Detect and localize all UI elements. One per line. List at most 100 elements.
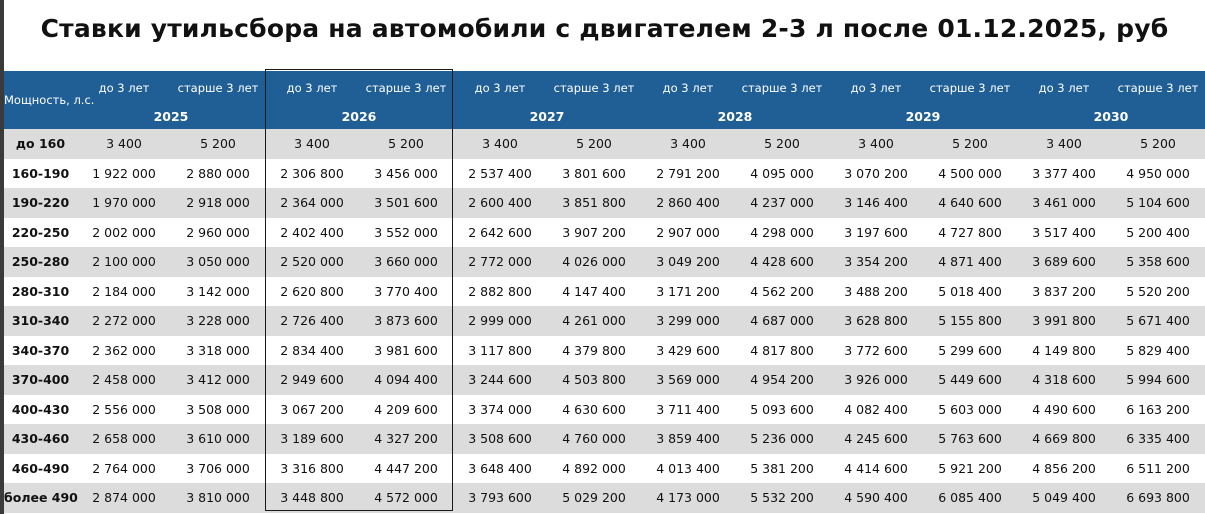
rate-cell: 3 907 200: [562, 224, 626, 240]
rate-cell: 3 926 000: [829, 365, 923, 395]
rate-cell: 3 801 600: [562, 165, 626, 181]
rate-cell: 5 200: [1111, 129, 1205, 159]
rate-cell: 4 298 000: [750, 224, 814, 240]
rate-cell: 3 316 800: [280, 460, 344, 476]
rate-cell: 3 552 000: [374, 224, 438, 240]
rate-cell: 3 770 400: [374, 283, 438, 299]
rate-cell: 4 209 600: [374, 401, 438, 417]
rate-cell: 2 999 000: [453, 306, 547, 336]
rate-cell: 6 693 800: [1111, 483, 1205, 513]
table-row: более 490 2 874 000 3 810 000 3 448 800 4 57…: [4, 483, 1205, 513]
age-column-header: до 3 лет: [453, 71, 547, 104]
age-column-header: до 3 лет: [77, 71, 171, 104]
age-column-header: старше 3 лет: [1111, 71, 1205, 104]
rate-cell: 3 400: [829, 129, 923, 159]
rate-cell: 3 400: [77, 129, 171, 159]
rate-cell: 4 173 000: [641, 483, 735, 513]
age-column-header: старше 3 лет: [171, 71, 265, 104]
rate-cell: 3 851 800: [547, 188, 641, 218]
rate-cell: 2 874 000: [77, 483, 171, 513]
rate-cell: 2 907 000: [656, 224, 720, 240]
rate-cell: 4 856 200: [1032, 460, 1096, 476]
rate-cell: 2 882 800: [468, 283, 532, 299]
rate-cell: 2 764 000: [92, 460, 156, 476]
table-row: 280-310 2 184 000 3 142 000 2 620 800 3 770 …: [4, 277, 1205, 307]
left-border: [0, 0, 4, 514]
rate-cell: 2 860 400: [641, 188, 735, 218]
rate-cell: 4 500 000: [938, 165, 1002, 181]
table-row: 370-400 2 458 000 3 412 000 2 949 600 4 094 …: [4, 365, 1205, 395]
rate-cell: 3 628 800: [829, 306, 923, 336]
rate-cell: 4 562 200: [750, 283, 814, 299]
rate-cell: 4 954 200: [735, 365, 829, 395]
rate-cell: 4 630 600: [562, 401, 626, 417]
age-column-header: старше 3 лет: [547, 71, 641, 104]
rate-cell: 5 381 200: [750, 460, 814, 476]
rate-cell: 4 237 000: [735, 188, 829, 218]
rate-cell: 4 026 000: [547, 247, 641, 277]
rate-cell: 3 049 200: [641, 247, 735, 277]
power-range-label: 460-490: [11, 460, 70, 476]
rate-cell: 3 142 000: [186, 283, 250, 299]
rate-cell: 2 306 800: [280, 165, 344, 181]
rate-cell: 2 002 000: [92, 224, 156, 240]
power-range-label: более 490: [4, 483, 78, 513]
rate-cell: 4 892 000: [562, 460, 626, 476]
year-header-2027: 2027: [453, 104, 641, 129]
rate-cell: 5 236 000: [735, 424, 829, 454]
rate-cell: 4 590 400: [829, 483, 923, 513]
rate-cell: 5 093 600: [750, 401, 814, 417]
rate-cell: 3 244 600: [453, 365, 547, 395]
rate-cell: 3 456 000: [374, 165, 438, 181]
rate-cell: 3 610 000: [171, 424, 265, 454]
year-header-2029: 2029: [829, 104, 1017, 129]
rate-cell: 4 447 200: [374, 460, 438, 476]
rate-cell: 2 364 000: [265, 188, 359, 218]
rate-cell: 3 377 400: [1032, 165, 1096, 181]
power-range-label: 310-340: [4, 306, 77, 336]
rate-cell: 5 671 400: [1111, 306, 1205, 336]
rate-cell: 2 556 000: [92, 401, 156, 417]
rate-cell: 3 837 200: [1032, 283, 1096, 299]
rate-cell: 2 362 000: [92, 342, 156, 358]
rate-cell: 5 200: [923, 129, 1017, 159]
rate-cell: 3 412 000: [171, 365, 265, 395]
rate-cell: 2 272 000: [77, 306, 171, 336]
rate-cell: 3 810 000: [171, 483, 265, 513]
table-row: 430-460 2 658 000 3 610 000 3 189 600 4 327 …: [4, 424, 1205, 454]
rate-cell: 3 117 800: [468, 342, 532, 358]
rate-cell: 3 706 000: [186, 460, 250, 476]
rate-cell: 2 184 000: [92, 283, 156, 299]
rate-cell: 2 620 800: [280, 283, 344, 299]
year-header-2025: 2025: [77, 104, 265, 129]
rate-cell: 3 146 400: [829, 188, 923, 218]
rate-cell: 4 428 600: [735, 247, 829, 277]
rate-cell: 1 970 000: [77, 188, 171, 218]
power-range-label: 190-220: [4, 188, 77, 218]
rate-cell: 3 189 600: [265, 424, 359, 454]
rate-cell: 3 299 000: [641, 306, 735, 336]
rate-cell: 5 200: [735, 129, 829, 159]
rate-cell: 4 379 800: [562, 342, 626, 358]
rate-cell: 3 070 200: [844, 165, 908, 181]
rate-cell: 5 299 600: [938, 342, 1002, 358]
rate-cell: 6 163 200: [1126, 401, 1190, 417]
rate-cell: 3 859 400: [641, 424, 735, 454]
table-row: до 160 3 400 5 200 3 400 5 200 3 400 5 200 3 40…: [4, 129, 1205, 159]
rate-cell: 4 013 400: [656, 460, 720, 476]
rate-cell: 5 449 600: [923, 365, 1017, 395]
rate-cell: 3 508 000: [186, 401, 250, 417]
rate-cell: 3 448 800: [265, 483, 359, 513]
rate-cell: 4 727 800: [938, 224, 1002, 240]
age-column-header: до 3 лет: [1017, 71, 1111, 104]
rate-cell: 3 354 200: [829, 247, 923, 277]
rate-cell: 5 532 200: [735, 483, 829, 513]
rate-cell: 5 994 600: [1111, 365, 1205, 395]
rate-cell: 2 642 600: [468, 224, 532, 240]
table-row: 460-490 2 764 000 3 706 000 3 316 800 4 447 …: [4, 454, 1205, 484]
power-range-label: 340-370: [11, 342, 70, 358]
rate-cell: 3 517 400: [1032, 224, 1096, 240]
rate-cell: 5 200: [547, 129, 641, 159]
rate-cell: 3 067 200: [280, 401, 344, 417]
rate-cell: 5 104 600: [1111, 188, 1205, 218]
